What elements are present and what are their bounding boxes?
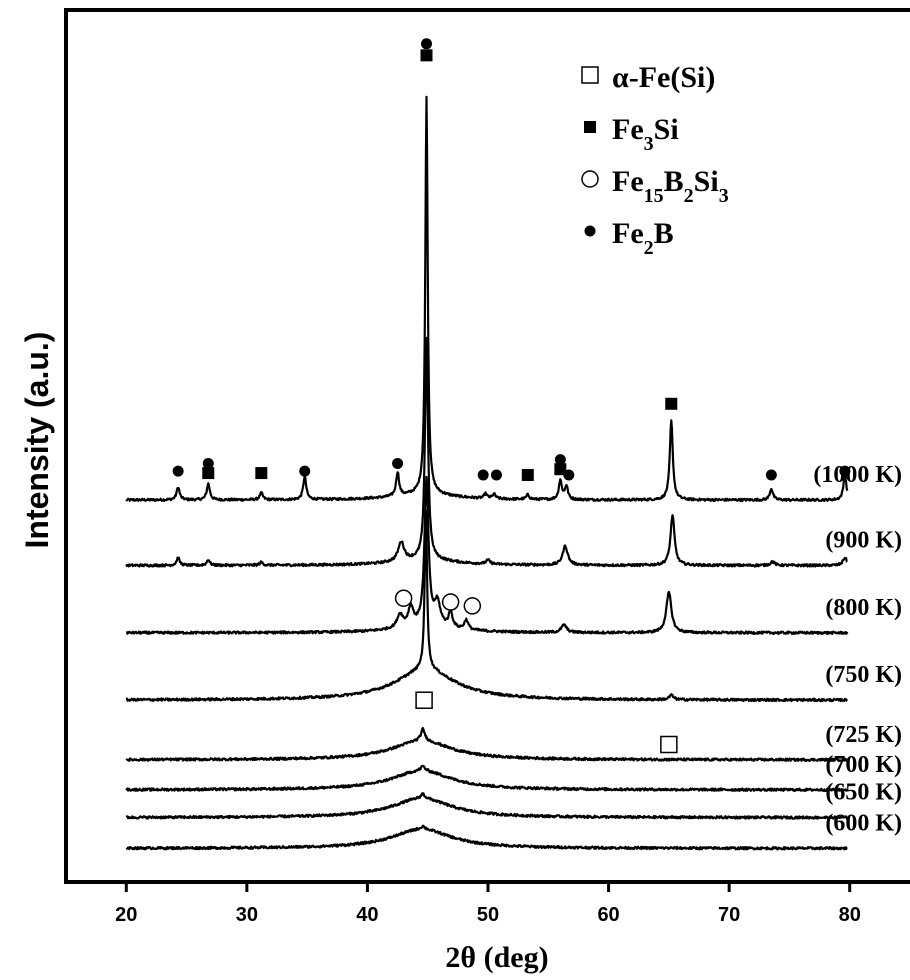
series-line-1000K: [125, 95, 849, 503]
series-label-layer: (1000 K) (900 K) (800 K) (750 K) (725 K) (700…: [813, 462, 902, 836]
series-line-700K: [125, 764, 849, 793]
series-label-1000K: (1000 K): [813, 462, 902, 488]
legend-marker-filled-square: [584, 121, 596, 133]
peak-marker-filled-square-7: [420, 49, 433, 62]
axes: 20 30 40 50 60 70 80: [64, 8, 910, 926]
peak-marker-open-square-21: [660, 735, 678, 754]
peak-marker-filled-circle-6: [421, 38, 433, 50]
series-line-650K: [125, 792, 849, 820]
y-axis-title: Intensity (a.u.): [19, 332, 55, 549]
x-tick-label-30: 30: [236, 904, 258, 926]
series-line-600K: [125, 824, 848, 851]
legend-label-0: α-Fe(Si): [612, 61, 715, 94]
series-line-900K: [125, 336, 848, 568]
series-line-725K: [125, 726, 848, 763]
peak-marker-filled-circle-8: [477, 469, 489, 481]
peak-marker-filled-square-3: [255, 467, 268, 480]
series-label-800K: (800 K): [825, 595, 902, 621]
peak-marker-filled-circle-1: [202, 457, 214, 469]
peak-marker-filled-square-2: [202, 467, 215, 480]
series-label-600K: (600 K): [825, 810, 902, 836]
peak-marker-filled-square-12: [554, 463, 567, 476]
x-tick-label-40: 40: [356, 904, 378, 926]
peak-marker-filled-circle-0: [172, 465, 184, 477]
annotation-layer: [172, 38, 851, 754]
series-label-650K: (650 K): [825, 780, 902, 806]
legend-label-3: Fe2B: [612, 217, 674, 259]
series-label-900K: (900 K): [825, 527, 902, 553]
series-label-725K: (725 K): [825, 722, 902, 748]
legend-marker-open-circle: [581, 170, 599, 188]
peak-marker-filled-circle-13: [563, 469, 575, 481]
series-layer: [125, 95, 849, 851]
series-label-750K: (750 K): [825, 662, 902, 688]
x-axis-title: 2θ (deg): [445, 941, 548, 974]
legend-label-1: Fe3Si: [612, 113, 679, 155]
series-label-700K: (700 K): [825, 752, 902, 778]
series-line-800K: [125, 475, 849, 636]
peak-marker-filled-circle-15: [765, 469, 777, 481]
x-tick-label-80: 80: [839, 904, 861, 926]
x-tick-label-70: 70: [718, 904, 740, 926]
legend-marker-filled-circle: [584, 225, 596, 237]
x-tick-label-20: 20: [115, 904, 137, 926]
peak-marker-filled-circle-5: [392, 457, 404, 469]
peak-marker-open-circle-19: [463, 597, 482, 615]
peak-marker-filled-circle-11: [554, 454, 566, 466]
series-line-750K: [125, 509, 849, 703]
legend: α-Fe(Si) Fe3Si Fe15B2Si3 Fe2B: [581, 61, 729, 259]
peak-marker-filled-circle-4: [299, 465, 311, 477]
peak-marker-filled-square-14: [665, 397, 678, 410]
peak-marker-filled-circle-16: [839, 465, 851, 477]
peak-marker-filled-square-10: [521, 469, 534, 481]
x-tick-label-60: 60: [597, 904, 619, 926]
peak-marker-open-square-20: [415, 691, 433, 709]
peak-marker-open-circle-17: [394, 589, 413, 607]
peak-marker-open-circle-18: [441, 593, 460, 611]
x-ticks: 20 30 40 50 60 70 80: [115, 882, 861, 926]
x-tick-label-50: 50: [477, 904, 499, 926]
peak-marker-filled-circle-9: [490, 469, 502, 481]
legend-label-2: Fe15B2Si3: [612, 165, 729, 207]
legend-marker-open-square: [581, 66, 599, 84]
